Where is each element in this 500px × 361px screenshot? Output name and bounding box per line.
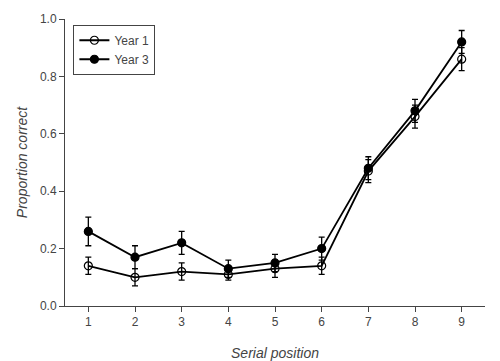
svg-text:Proportion correct: Proportion correct — [14, 106, 30, 218]
svg-text:4: 4 — [225, 315, 232, 329]
svg-text:9: 9 — [458, 315, 465, 329]
svg-text:Year 3: Year 3 — [114, 53, 149, 67]
svg-text:6: 6 — [318, 315, 325, 329]
svg-text:Serial position: Serial position — [231, 345, 319, 361]
svg-text:Year 1: Year 1 — [114, 34, 149, 48]
svg-text:0.4: 0.4 — [40, 184, 57, 198]
svg-text:0.6: 0.6 — [40, 127, 57, 141]
svg-text:0.0: 0.0 — [40, 299, 57, 313]
svg-text:3: 3 — [178, 315, 185, 329]
svg-text:1.0: 1.0 — [40, 12, 57, 26]
svg-text:7: 7 — [365, 315, 372, 329]
svg-text:0.2: 0.2 — [40, 242, 57, 256]
svg-text:1: 1 — [85, 315, 92, 329]
svg-text:0.8: 0.8 — [40, 70, 57, 84]
svg-text:2: 2 — [132, 315, 139, 329]
svg-text:8: 8 — [412, 315, 419, 329]
svg-text:5: 5 — [272, 315, 279, 329]
